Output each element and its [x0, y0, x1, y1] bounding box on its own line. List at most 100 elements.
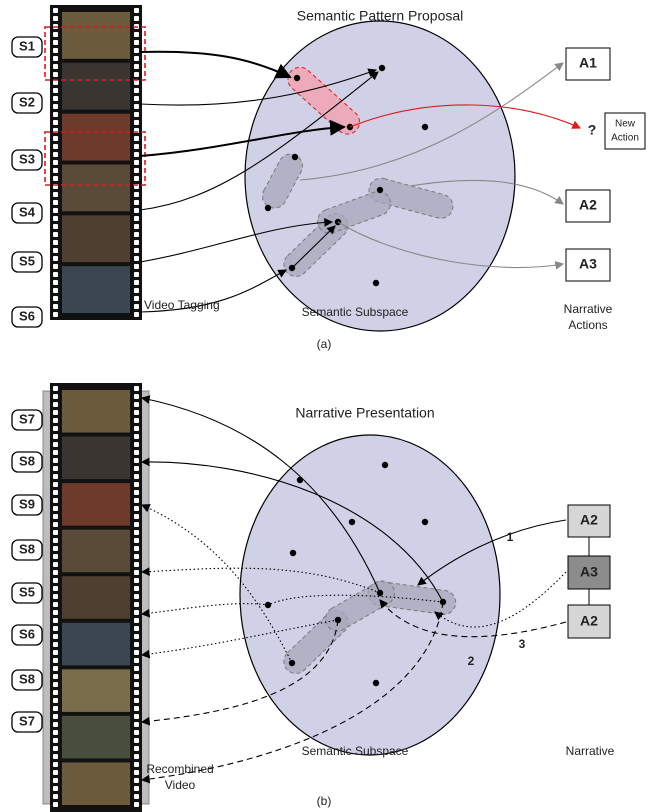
sprocket	[53, 248, 58, 253]
sprocket	[53, 634, 58, 639]
sprocket	[134, 650, 139, 655]
sprocket	[53, 666, 58, 671]
action-label: A1	[579, 55, 597, 71]
sprocket	[134, 104, 139, 109]
sprocket	[134, 570, 139, 575]
sprocket	[134, 152, 139, 157]
sprocket	[53, 16, 58, 21]
sprocket	[134, 280, 139, 285]
sprocket	[53, 530, 58, 535]
sprocket	[53, 690, 58, 695]
sprocket	[134, 450, 139, 455]
sprocket	[134, 778, 139, 783]
video-frame	[62, 623, 130, 666]
sprocket	[53, 120, 58, 125]
shot-label: S7	[19, 411, 35, 426]
sprocket	[53, 626, 58, 631]
sprocket	[53, 64, 58, 69]
shot-label: S8	[19, 671, 35, 686]
sprocket	[134, 272, 139, 277]
sprocket	[53, 256, 58, 261]
sprocket	[134, 240, 139, 245]
sprocket	[53, 288, 58, 293]
sprocket	[53, 514, 58, 519]
sprocket	[134, 40, 139, 45]
sprocket	[134, 506, 139, 511]
sprocket	[53, 272, 58, 277]
video-frame	[62, 576, 130, 619]
sprocket	[53, 152, 58, 157]
subspace-label: Semantic Subspace	[302, 744, 409, 758]
sprocket	[134, 64, 139, 69]
sprocket	[134, 682, 139, 687]
narrative-label: Narrative	[566, 744, 615, 758]
sprocket	[53, 402, 58, 407]
sprocket	[53, 88, 58, 93]
sprocket	[134, 602, 139, 607]
shot-label: S5	[19, 584, 35, 599]
sprocket	[134, 394, 139, 399]
sprocket	[53, 280, 58, 285]
video-frame	[62, 266, 130, 313]
sprocket	[134, 304, 139, 309]
sprocket	[53, 410, 58, 415]
sprocket	[134, 288, 139, 293]
sprocket	[134, 434, 139, 439]
sprocket	[53, 56, 58, 61]
sprocket	[53, 208, 58, 213]
video-frame	[62, 390, 130, 433]
sprocket	[134, 112, 139, 117]
sprocket	[53, 682, 58, 687]
sprocket	[134, 32, 139, 37]
sprocket	[53, 312, 58, 317]
shot-label: S8	[19, 453, 35, 468]
sprocket	[134, 658, 139, 663]
shot-label: S6	[19, 308, 35, 323]
sprocket	[53, 746, 58, 751]
subspace-label: Semantic Subspace	[302, 305, 409, 319]
video-tagging: Video Tagging	[144, 298, 220, 312]
sprocket	[134, 610, 139, 615]
sprocket	[134, 738, 139, 743]
sprocket	[134, 666, 139, 671]
sprocket	[134, 144, 139, 149]
sprocket	[134, 426, 139, 431]
sprocket	[134, 96, 139, 101]
sprocket	[134, 264, 139, 269]
sprocket	[53, 546, 58, 551]
sprocket	[134, 754, 139, 759]
step-number: 3	[519, 637, 526, 651]
caption: (b)	[317, 794, 332, 808]
caption: (a)	[317, 337, 332, 351]
sprocket	[134, 176, 139, 181]
sprocket	[134, 208, 139, 213]
narrative-actions: Narrative	[564, 302, 613, 316]
sprocket	[134, 522, 139, 527]
shot-label: S9	[19, 496, 35, 511]
sprocket	[53, 386, 58, 391]
sprocket	[53, 770, 58, 775]
sprocket	[53, 554, 58, 559]
action-label: A3	[579, 256, 597, 272]
narrative-actions: Actions	[568, 318, 607, 332]
sprocket	[134, 794, 139, 799]
sprocket	[53, 786, 58, 791]
sprocket	[134, 200, 139, 205]
action-label: A3	[580, 564, 598, 580]
shot-label: S3	[19, 151, 35, 166]
sprocket	[53, 434, 58, 439]
sprocket	[53, 570, 58, 575]
film-strips	[43, 5, 149, 812]
sprocket	[53, 706, 58, 711]
sprocket	[53, 522, 58, 527]
sprocket	[53, 618, 58, 623]
sprocket	[53, 642, 58, 647]
sprocket	[53, 264, 58, 269]
action-label: A2	[580, 512, 598, 528]
sprocket	[53, 562, 58, 567]
shot-label: S6	[19, 626, 35, 641]
sprocket	[134, 410, 139, 415]
sprocket	[134, 698, 139, 703]
sprocket	[53, 48, 58, 53]
shot-label: S4	[19, 204, 36, 219]
